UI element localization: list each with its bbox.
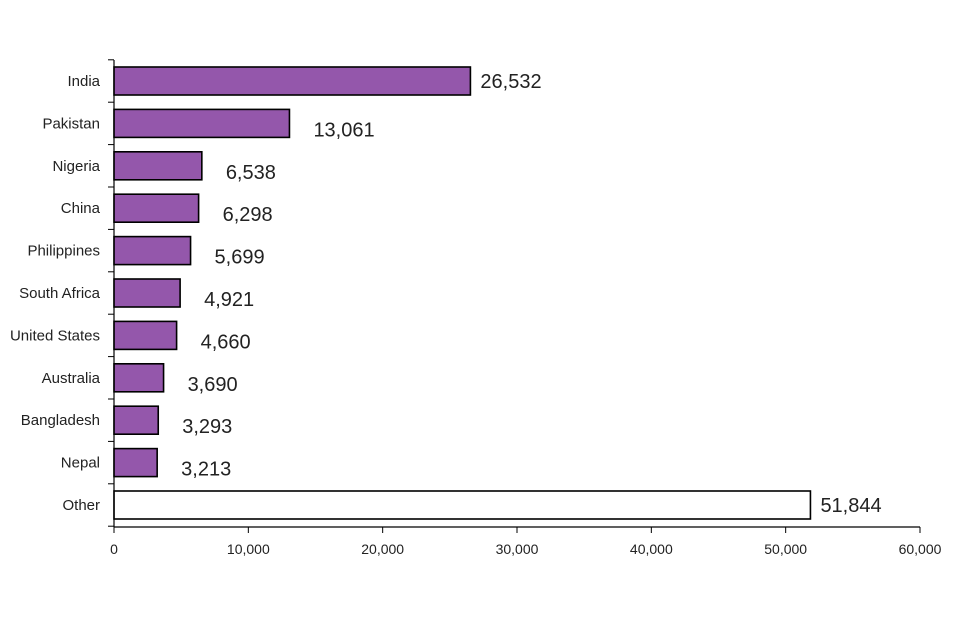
x-tick-label: 10,000 xyxy=(227,541,270,557)
category-label: Nigeria xyxy=(52,158,100,175)
category-label: India xyxy=(67,73,100,90)
bar-china xyxy=(113,193,200,223)
bar-united-states xyxy=(113,320,178,351)
x-ticks-group: 0 10,000 20,000 30,000 40,000 50,000 60,000 xyxy=(110,527,942,557)
data-label: 3,690 xyxy=(188,374,238,396)
data-label: 13,061 xyxy=(313,119,374,141)
category-label: United States xyxy=(10,327,100,344)
data-label: 51,844 xyxy=(820,495,881,517)
x-tick-label: 0 xyxy=(110,541,118,557)
bar-bangladesh xyxy=(113,405,160,436)
category-label: Philippines xyxy=(27,243,100,260)
x-tick-label: 60,000 xyxy=(899,541,942,557)
category-label: South Africa xyxy=(19,285,101,302)
data-label: 26,532 xyxy=(480,71,541,93)
category-label: Bangladesh xyxy=(21,412,100,429)
bar-australia xyxy=(113,362,165,393)
bar-pakistan xyxy=(113,108,291,139)
bar-philippines xyxy=(113,235,192,266)
bar-other xyxy=(113,490,812,520)
x-tick-label: 20,000 xyxy=(361,541,404,557)
bar-india xyxy=(113,66,472,96)
bar-south-africa xyxy=(113,278,181,308)
data-label: 4,660 xyxy=(201,331,251,353)
data-label: 3,213 xyxy=(181,459,231,481)
x-tick-label: 40,000 xyxy=(630,541,673,557)
data-label: 6,298 xyxy=(223,204,273,226)
bar-nigeria xyxy=(113,151,203,181)
data-label: 6,538 xyxy=(226,162,276,184)
data-label: 3,293 xyxy=(182,416,232,438)
category-labels-group: India Pakistan Nigeria China Philippines Sout… xyxy=(10,73,101,514)
data-label: 5,699 xyxy=(215,247,265,269)
category-label: Pakistan xyxy=(42,115,100,132)
category-label: China xyxy=(61,200,101,217)
bars-group xyxy=(113,66,812,520)
data-label: 4,921 xyxy=(204,289,254,311)
category-label: Other xyxy=(62,497,100,514)
x-tick-label: 50,000 xyxy=(764,541,807,557)
category-label: Australia xyxy=(42,370,101,387)
x-tick-label: 30,000 xyxy=(496,541,539,557)
bar-nepal xyxy=(113,447,158,478)
category-label: Nepal xyxy=(61,455,100,472)
value-labels-group: 26,532 13,061 6,538 6,298 5,699 4,921 4,660 3,6… xyxy=(181,71,881,517)
